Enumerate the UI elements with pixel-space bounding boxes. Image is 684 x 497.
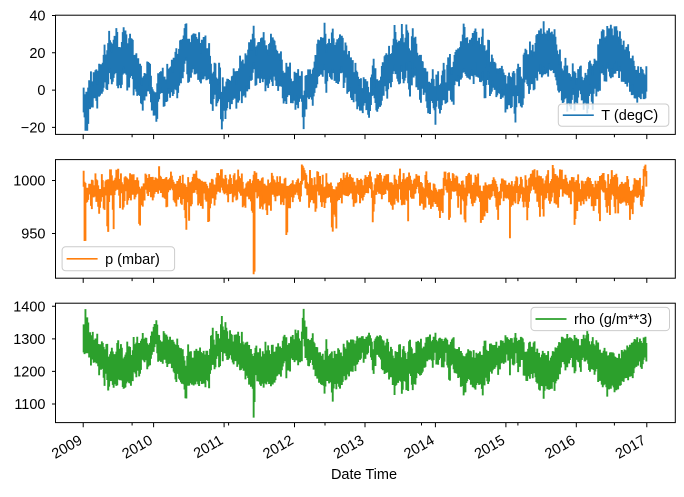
- svg-text:40: 40: [29, 9, 45, 25]
- svg-text:rho (g/m**3): rho (g/m**3): [574, 312, 652, 328]
- svg-text:1300: 1300: [13, 332, 45, 348]
- svg-text:T (degC): T (degC): [601, 108, 658, 124]
- svg-text:950: 950: [21, 227, 45, 243]
- svg-text:p (mbar): p (mbar): [105, 252, 160, 268]
- svg-text:1400: 1400: [13, 299, 45, 315]
- svg-text:1100: 1100: [14, 397, 45, 413]
- svg-text:1200: 1200: [13, 364, 45, 380]
- svg-text:1000: 1000: [13, 174, 45, 190]
- svg-text:Date Time: Date Time: [331, 467, 397, 483]
- svg-text:20: 20: [29, 46, 45, 62]
- svg-text:−20: −20: [21, 120, 46, 136]
- svg-text:0: 0: [37, 83, 45, 99]
